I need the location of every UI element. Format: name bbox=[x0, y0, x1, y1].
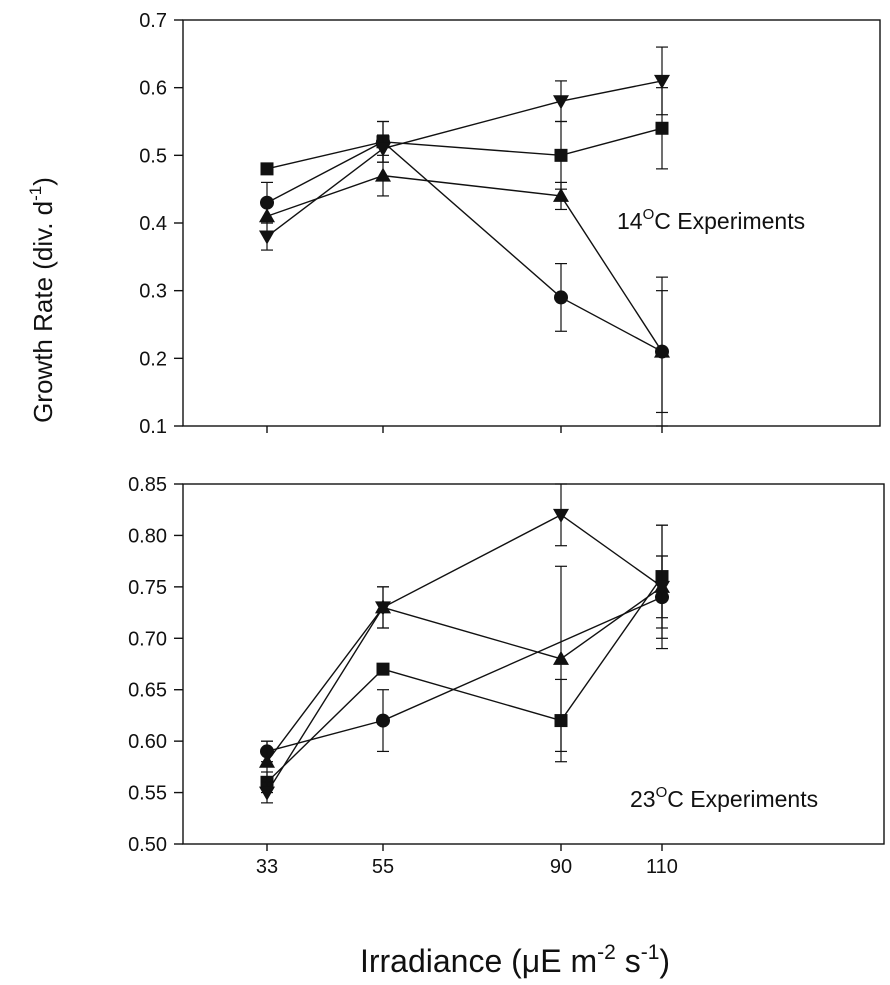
series-line-square bbox=[266, 127, 663, 170]
y-tick-label: 0.65 bbox=[128, 680, 167, 702]
annotation-degree: O bbox=[656, 784, 668, 801]
data-point-square bbox=[376, 662, 390, 676]
series-triangle-up bbox=[259, 555, 670, 783]
annotation-temperature: 23 bbox=[630, 786, 656, 812]
data-point-square bbox=[554, 148, 568, 162]
data-point-triangle-up bbox=[553, 187, 569, 202]
series-line-triangle-down bbox=[266, 80, 663, 238]
series-line-square bbox=[266, 576, 663, 783]
data-point-square bbox=[260, 162, 274, 176]
x-axis-label-close: ) bbox=[659, 943, 670, 979]
y-tick-label: 0.60 bbox=[128, 731, 167, 753]
annotation-temperature: 14 bbox=[617, 208, 643, 234]
plot-frame bbox=[182, 483, 885, 845]
data-point-triangle-up bbox=[553, 650, 569, 665]
x-tick-label: 90 bbox=[550, 856, 572, 878]
x-tick-label: 55 bbox=[372, 856, 394, 878]
y-axis-label-close: ) bbox=[28, 177, 58, 186]
annotation-suffix: C Experiments bbox=[667, 786, 818, 812]
data-point-triangle-down bbox=[553, 95, 569, 110]
data-point-triangle-up bbox=[375, 167, 391, 182]
y-tick-label: 0.55 bbox=[128, 783, 167, 805]
series-line-triangle-up bbox=[266, 174, 663, 352]
series-triangle-up bbox=[259, 154, 670, 427]
panel-annotation: 14OC Experiments bbox=[617, 206, 805, 234]
data-point-circle bbox=[554, 290, 568, 305]
data-point-triangle-down bbox=[259, 230, 275, 245]
series-triangle-down bbox=[259, 46, 670, 251]
data-point-triangle-down bbox=[375, 142, 391, 157]
y-axis-label: Growth Rate (div. d-1) bbox=[26, 177, 58, 423]
x-axis-label: Irradiance (μE m-2 s-1) bbox=[360, 941, 670, 979]
y-tick-label: 0.6 bbox=[139, 78, 167, 100]
y-tick-label: 0.4 bbox=[139, 213, 167, 235]
data-point-triangle-down bbox=[375, 601, 391, 616]
x-axis-label-main: Irradiance (μE m bbox=[360, 943, 597, 979]
series-circle bbox=[260, 555, 669, 763]
y-axis-label-superscript: -1 bbox=[26, 186, 45, 201]
data-point-triangle-down bbox=[654, 74, 670, 89]
data-point-square bbox=[655, 121, 669, 135]
x-axis-label-mid: s bbox=[616, 943, 641, 979]
x-tick-label: 33 bbox=[256, 856, 278, 878]
series-line-circle bbox=[266, 596, 663, 753]
y-tick-label: 0.75 bbox=[128, 577, 167, 599]
y-tick-label: 0.1 bbox=[139, 416, 167, 438]
data-point-circle bbox=[260, 195, 274, 210]
y-tick-label: 0.80 bbox=[128, 525, 167, 547]
panel-annotation: 23OC Experiments bbox=[630, 784, 818, 812]
annotation-suffix: C Experiments bbox=[654, 208, 805, 234]
y-tick-label: 0.5 bbox=[139, 145, 167, 167]
y-tick-label: 0.85 bbox=[128, 474, 167, 496]
series-line-circle bbox=[266, 140, 663, 353]
x-tick-label: 110 bbox=[646, 856, 678, 878]
data-point-triangle-down bbox=[654, 580, 670, 595]
y-tick-label: 0.3 bbox=[139, 281, 167, 303]
data-point-triangle-up bbox=[259, 208, 275, 223]
series-line-triangle-down bbox=[266, 514, 663, 793]
annotation-degree: O bbox=[643, 206, 655, 223]
x-axis-label-superscript-1: -2 bbox=[597, 941, 616, 964]
data-point-triangle-down bbox=[259, 786, 275, 801]
bottom-panel-23c: 0.50 0.55 0.60 0.65 0.70 0.75 0.80 0.85 33 55 90 11… bbox=[128, 474, 885, 878]
y-tick-label: 0.50 bbox=[128, 834, 167, 856]
y-tick-label: 0.7 bbox=[139, 10, 167, 32]
x-axis-label-superscript-2: -1 bbox=[641, 941, 660, 964]
data-point-triangle-down bbox=[553, 508, 569, 523]
y-tick-label: 0.2 bbox=[139, 348, 167, 370]
y-tick-label: 0.70 bbox=[128, 628, 167, 650]
y-axis-label-main: Growth Rate (div. d bbox=[28, 201, 58, 423]
data-point-circle bbox=[376, 713, 390, 728]
series-triangle-down bbox=[259, 483, 670, 804]
top-panel-14c: 0.1 0.2 0.3 0.4 0.5 0.6 0.7 14OC Experiments bbox=[139, 10, 881, 438]
data-point-triangle-up bbox=[654, 343, 670, 358]
series-line-triangle-up bbox=[266, 586, 663, 763]
data-point-triangle-up bbox=[259, 753, 275, 768]
